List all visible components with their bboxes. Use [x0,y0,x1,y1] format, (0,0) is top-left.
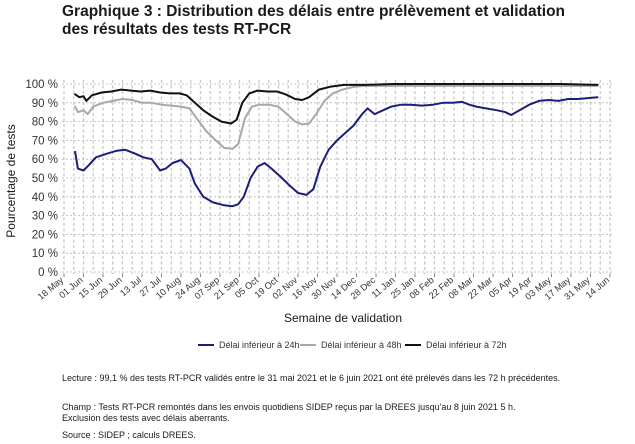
note-lecture-text: Lecture : 99,1 % des tests RT-PCR validé… [62,373,561,383]
y-tick-label: 30 % [32,211,58,223]
legend-swatch-72h [405,343,421,347]
y-tick-label: 100 % [25,79,58,91]
legend-swatch-48h [300,343,316,347]
y-tick-label: 50 % [32,173,58,185]
y-tick-label: 90 % [32,98,58,110]
legend-item-72h: Délai inférieur à 72h [405,340,507,350]
series-line-2 [74,83,599,125]
y-tick-label: 20 % [32,229,58,241]
note-source-text: Source : SIDEP ; calculs DREES. [62,430,196,440]
y-axis-title: Pourcentage de tests [4,124,18,237]
note-champ-line-2: Exclusion des tests avec délais aberrant… [62,413,230,423]
legend-item-48h: Délai inférieur à 48h [300,340,402,350]
chart-title-line-2: des résultats des tests RT-PCR [62,21,292,38]
legend-item-24h: Délai inférieur à 24h [198,340,300,350]
y-tick-label: 10 % [32,248,58,260]
y-tick-label: 40 % [32,192,58,204]
x-axis-title: Semaine de validation [284,311,402,325]
chart-title: Graphique 3 : Distribution des délais en… [62,3,627,39]
chart-title-line-1: Graphique 3 : Distribution des délais en… [62,3,566,20]
series-layer [74,83,599,208]
y-tick-label: 60 % [32,154,58,166]
legend-label-72h: Délai inférieur à 72h [426,340,507,350]
note-champ-line-1: Champ : Tests RT-PCR remontés dans les e… [62,402,516,412]
y-tick-label: 80 % [32,117,58,129]
series-line-1 [74,84,599,150]
chart-legend: Délai inférieur à 24h Délai inférieur à … [0,340,635,354]
legend-swatch-24h [198,343,214,347]
series-line-0 [74,96,599,208]
note-source: Source : SIDEP ; calculs DREES. [62,430,622,441]
note-champ: Champ : Tests RT-PCR remontés dans les e… [62,402,622,424]
y-tick-label: 0 % [38,267,58,279]
note-lecture: Lecture : 99,1 % des tests RT-PCR validé… [62,373,622,384]
legend-label-24h: Délai inférieur à 24h [219,340,300,350]
x-tick-label: 13 Jul [118,275,143,298]
grid-layer [62,80,612,274]
y-tick-label: 70 % [32,135,58,147]
legend-label-48h: Délai inférieur à 48h [321,340,402,350]
